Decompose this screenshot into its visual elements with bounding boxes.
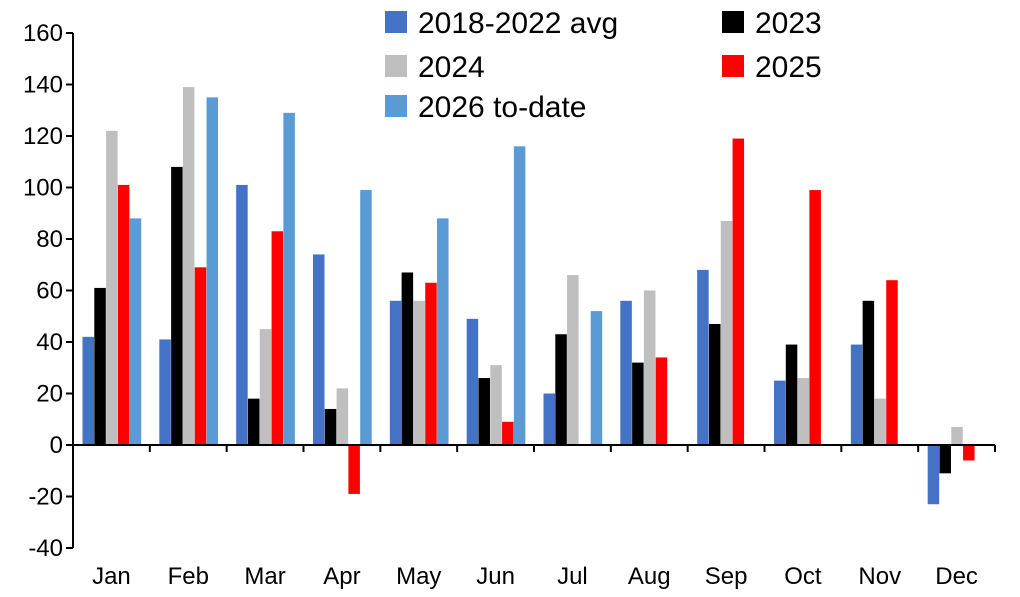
x-tick-label: Jun <box>476 563 515 590</box>
bar <box>590 311 603 445</box>
legend-label: 2024 <box>418 51 485 84</box>
y-tick-label: 160 <box>23 20 63 47</box>
bar <box>643 290 656 445</box>
x-tick-label: Dec <box>935 563 978 590</box>
y-tick-label: 40 <box>36 329 63 356</box>
bar <box>259 329 272 446</box>
bar <box>389 300 402 445</box>
bar <box>413 300 425 445</box>
bar <box>194 267 207 445</box>
bar <box>874 398 886 445</box>
bar <box>785 344 798 445</box>
x-tick-label: Nov <box>858 563 901 590</box>
bar <box>437 218 449 445</box>
bar <box>850 344 863 445</box>
x-tick-label: Sep <box>705 563 748 590</box>
bar <box>466 318 479 445</box>
y-tick-label: 60 <box>36 278 63 305</box>
y-tick-label: 0 <box>50 432 63 459</box>
x-tick-label: Jan <box>92 563 131 590</box>
x-tick-label: Mar <box>244 563 285 590</box>
bar <box>862 300 875 445</box>
bar <box>632 362 644 445</box>
bar <box>348 445 360 494</box>
bar <box>182 87 195 445</box>
bar <box>82 336 94 445</box>
bar <box>313 254 325 445</box>
bar <box>697 269 709 445</box>
legend-label: 2025 <box>755 51 822 84</box>
y-tick-label: 120 <box>23 123 63 150</box>
bar <box>543 393 555 445</box>
bar <box>927 445 940 505</box>
bar <box>720 220 733 445</box>
bar <box>951 426 963 445</box>
bar <box>567 275 579 445</box>
y-tick-label: -40 <box>28 535 63 562</box>
bar <box>809 190 821 445</box>
x-tick-label: Jul <box>557 563 588 590</box>
x-tick-label: Apr <box>323 563 360 590</box>
x-tick-label: Aug <box>628 563 671 590</box>
bar <box>490 365 502 445</box>
bar <box>939 445 951 474</box>
y-tick-label: 140 <box>23 72 63 99</box>
bar <box>478 378 490 445</box>
legend-swatch <box>722 11 744 33</box>
x-tick-label: May <box>396 563 441 590</box>
bar <box>247 398 260 445</box>
bar <box>555 334 567 445</box>
x-tick-label: Oct <box>784 563 822 590</box>
bar <box>106 130 118 445</box>
bar <box>171 166 183 445</box>
legend-label: 2026 to-date <box>418 91 586 124</box>
bar <box>206 97 219 446</box>
legend-swatch <box>722 55 744 77</box>
bar <box>159 339 171 445</box>
bar <box>886 280 898 445</box>
bar <box>513 146 526 446</box>
legend-swatch <box>385 95 407 117</box>
y-tick-label: 100 <box>23 175 63 202</box>
bar <box>129 218 142 445</box>
bar <box>963 445 975 461</box>
bar <box>117 184 130 445</box>
bar <box>620 300 632 445</box>
bar <box>283 112 295 445</box>
bar <box>236 184 248 445</box>
bar <box>94 287 106 445</box>
bar <box>360 190 372 445</box>
bar <box>502 421 514 445</box>
bar <box>425 282 437 445</box>
bar <box>797 378 810 445</box>
bar <box>708 323 721 445</box>
y-tick-label: 80 <box>36 226 63 253</box>
bar <box>655 357 668 445</box>
legend-swatch <box>385 55 407 77</box>
bar <box>324 408 337 445</box>
legend-label: 2018-2022 avg <box>418 7 618 40</box>
y-tick-label: -20 <box>28 484 63 511</box>
legend-label: 2023 <box>755 7 822 40</box>
bar <box>336 388 349 445</box>
bar <box>732 138 745 445</box>
bar <box>271 231 284 445</box>
x-tick-label: Feb <box>168 563 209 590</box>
bar <box>774 380 786 446</box>
y-tick-label: 20 <box>36 381 63 408</box>
legend-swatch <box>385 11 407 33</box>
bar <box>401 272 414 445</box>
